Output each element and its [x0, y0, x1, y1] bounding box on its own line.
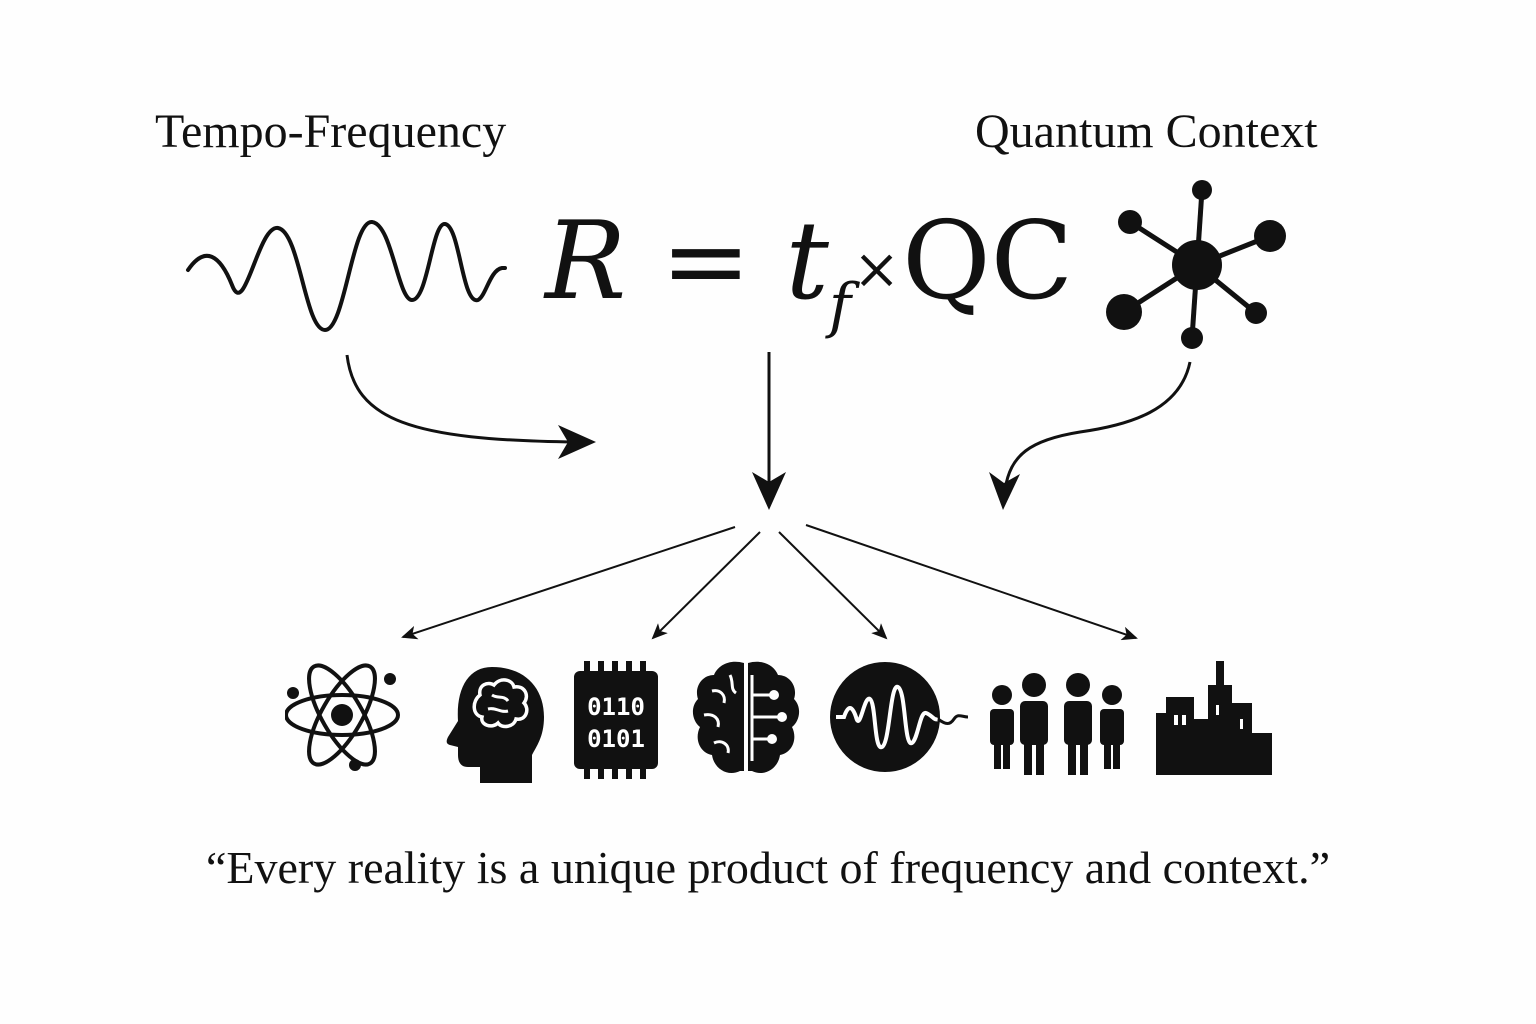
- wave-to-center-arrow: [345, 354, 576, 444]
- equation-lhs: R: [545, 199, 627, 324]
- arrowhead-right: [989, 472, 1020, 510]
- human-head-brain-icon: [432, 655, 550, 785]
- waveform-circle-icon: [828, 655, 970, 785]
- equation-times: ×: [853, 237, 901, 302]
- equation-t: t: [785, 199, 829, 324]
- fan-arrow-1: [401, 526, 736, 640]
- network-to-center-arrow: [1003, 361, 1192, 491]
- tempo-frequency-label: Tempo-Frequency: [155, 105, 507, 158]
- atom-icon: [285, 655, 400, 785]
- chip-binary-line-2: 0101: [587, 725, 645, 753]
- arrowhead-left: [558, 425, 596, 459]
- city-skyline-icon: [1152, 655, 1274, 785]
- chip-binary-line-1: 0110: [587, 693, 645, 721]
- fan-arrow-3: [778, 531, 888, 640]
- network-node-icon: [1106, 180, 1286, 349]
- circuit-brain-icon: [690, 655, 802, 785]
- fan-arrow-2: [651, 531, 761, 640]
- sine-wave-icon: [186, 220, 507, 333]
- equation-subscript: f: [828, 271, 852, 341]
- equation-equals: =: [660, 199, 752, 324]
- quantum-context-label: Quantum Context: [975, 105, 1318, 158]
- arrowhead-center: [752, 472, 786, 510]
- equation: R = tf×QC: [545, 208, 1073, 337]
- fan-arrow-4: [805, 524, 1138, 641]
- quote-text: “Every reality is a unique product of fr…: [206, 842, 1330, 893]
- people-group-icon: [986, 655, 1128, 785]
- equation-qc: QC: [902, 199, 1074, 324]
- binary-chip-icon: 0110 0101: [572, 655, 660, 785]
